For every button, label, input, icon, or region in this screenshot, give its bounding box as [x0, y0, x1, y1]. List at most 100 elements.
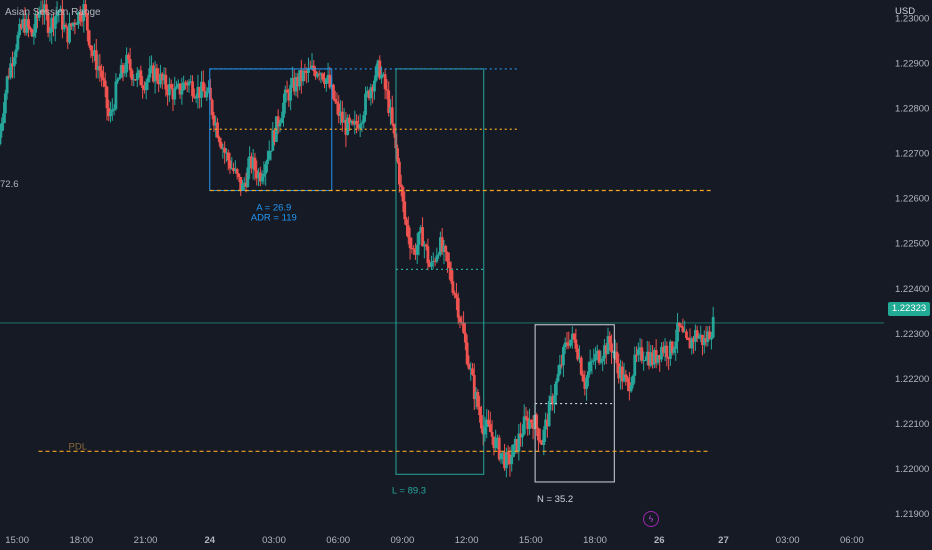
- candle: [638, 338, 642, 362]
- candle: [656, 355, 660, 366]
- candle: [510, 444, 514, 472]
- candle: [594, 346, 597, 370]
- candle: [469, 362, 473, 381]
- candle-body: [617, 363, 621, 379]
- candle: [611, 350, 615, 359]
- candle: [141, 75, 145, 99]
- candle: [285, 80, 289, 93]
- candle: [73, 19, 77, 35]
- candle-body: [685, 331, 688, 338]
- candle: [428, 259, 432, 268]
- candle-body: [362, 115, 366, 123]
- candle-body: [647, 351, 651, 366]
- candle: [601, 355, 605, 372]
- candle-body: [399, 184, 403, 188]
- candle-body: [239, 177, 243, 191]
- candle: [77, 11, 80, 30]
- candle-body: [677, 322, 681, 326]
- candle: [144, 79, 148, 100]
- candle: [685, 329, 688, 341]
- indicator-title[interactable]: Asian Session Range: [5, 7, 101, 18]
- candle-body: [652, 350, 656, 365]
- candle: [578, 345, 581, 364]
- time-tick-label: 15:00: [519, 535, 543, 546]
- candle-body: [276, 116, 280, 127]
- candle-body: [305, 71, 309, 73]
- currency-label[interactable]: USD: [895, 6, 916, 17]
- candle: [376, 59, 380, 77]
- candle: [435, 247, 439, 264]
- candle: [503, 443, 506, 471]
- candle-body: [631, 375, 635, 386]
- candle: [201, 70, 205, 92]
- candle: [332, 83, 335, 101]
- candle: [405, 217, 408, 236]
- time-tick-label: 18:00: [69, 535, 93, 546]
- candle: [412, 245, 416, 255]
- candle: [217, 135, 221, 147]
- candle-body: [526, 417, 530, 429]
- candle-body: [25, 19, 29, 33]
- candle-body: [494, 437, 498, 449]
- candle: [303, 63, 307, 82]
- candle: [96, 54, 100, 79]
- candle-body: [146, 77, 150, 83]
- candle-body: [135, 72, 139, 81]
- candle: [94, 38, 98, 79]
- lightning-bolt-icon[interactable]: ϟ: [643, 511, 659, 527]
- candle-body: [264, 164, 268, 174]
- candle-body: [214, 122, 218, 126]
- candle-body: [410, 247, 414, 249]
- candle: [255, 160, 259, 186]
- candle-body: [471, 368, 474, 375]
- candle-body: [176, 83, 180, 87]
- candle-body: [39, 9, 43, 13]
- candle-body: [69, 23, 73, 27]
- candle-body: [208, 87, 212, 100]
- candle-body: [604, 345, 608, 355]
- candle-body: [540, 442, 544, 445]
- candle: [396, 144, 400, 164]
- london-range-label: L = 89.3: [392, 485, 426, 496]
- candle-body: [219, 142, 223, 149]
- candle-body: [205, 91, 209, 98]
- candle: [273, 127, 276, 146]
- candle: [360, 120, 364, 132]
- candle: [225, 147, 228, 162]
- candle-body: [601, 358, 605, 362]
- candle-body: [392, 123, 396, 134]
- candle-body: [693, 330, 697, 342]
- candle: [226, 149, 230, 171]
- candle-body: [103, 80, 107, 87]
- candle: [135, 67, 139, 88]
- candle-body: [182, 82, 186, 91]
- candle: [61, 0, 64, 39]
- candle: [68, 12, 71, 45]
- candle: [167, 77, 171, 102]
- candles-layer: [0, 0, 715, 478]
- candle: [699, 325, 703, 343]
- candle: [521, 424, 524, 447]
- candle: [647, 341, 651, 370]
- candle: [0, 117, 4, 138]
- candle: [257, 168, 260, 187]
- candle: [39, 0, 43, 14]
- candle: [173, 76, 177, 106]
- candle-body: [376, 60, 380, 67]
- candle-body: [469, 368, 473, 370]
- candle-body: [62, 24, 66, 30]
- candle: [406, 216, 410, 245]
- candle-body: [451, 281, 455, 293]
- candle: [553, 384, 556, 414]
- candle: [132, 74, 136, 87]
- candle: [567, 331, 571, 349]
- candle-body: [12, 57, 16, 67]
- candle: [210, 98, 214, 120]
- price-tick-label: 1.22800: [895, 104, 929, 115]
- candle: [708, 325, 712, 340]
- candle-body: [43, 4, 46, 14]
- candle-body: [150, 65, 153, 69]
- candle: [103, 72, 107, 98]
- candle-body: [588, 361, 592, 372]
